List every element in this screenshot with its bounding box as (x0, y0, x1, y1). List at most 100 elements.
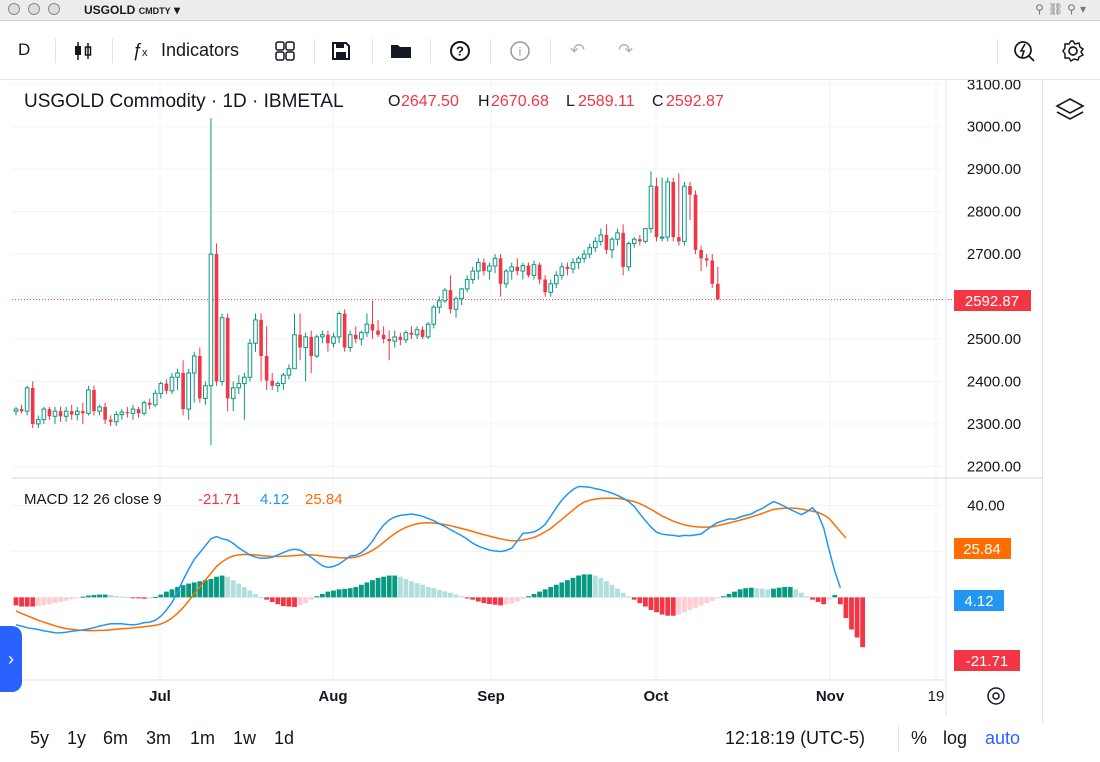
macd-histogram-bar (347, 588, 353, 598)
window-close-button[interactable] (8, 3, 20, 15)
candle-body (92, 389, 96, 412)
signal-badge-label: 25.84 (963, 541, 1001, 558)
range-1m[interactable]: 1m (190, 728, 216, 748)
macd-histogram-bar (815, 597, 821, 602)
candle-body (392, 336, 398, 342)
candle-body (403, 332, 409, 341)
hist-badge-label: -21.71 (966, 653, 1009, 670)
macd-histogram-bar (464, 597, 470, 599)
range-1d[interactable]: 1d (274, 728, 295, 748)
macd-histogram-bar (125, 596, 130, 598)
price-tick-label: 2700.00 (967, 246, 1021, 263)
chevron-right-icon: › (8, 649, 14, 669)
macd-histogram-bar (609, 584, 615, 598)
search-icon[interactable]: ⚲ (1035, 2, 1048, 16)
macd-histogram-bar (169, 589, 175, 598)
candle-body (164, 383, 169, 391)
macd-histogram-bar (810, 597, 815, 600)
candle-body (498, 258, 503, 284)
candle-body (119, 411, 125, 416)
auto-toggle[interactable]: auto (985, 728, 1021, 748)
macd-histogram-bar (503, 597, 509, 605)
candle-body (659, 236, 665, 239)
percent-toggle[interactable]: % (911, 728, 928, 748)
candle-body (515, 266, 520, 272)
candle-body (41, 408, 47, 421)
candle-body (381, 334, 386, 340)
candle-body (30, 387, 35, 424)
range-5y[interactable]: 5y (30, 728, 50, 748)
layout-grid-icon[interactable] (274, 21, 296, 79)
macd-legend-name[interactable]: MACD 12 26 close 9 (24, 491, 162, 508)
range-1w[interactable]: 1w (233, 728, 257, 748)
symbol-legend[interactable]: USGOLD Commodity · 1D · IBMETAL (24, 91, 344, 112)
candle-body (526, 265, 531, 276)
window-maximize-button[interactable] (48, 3, 60, 15)
macd-histogram-bar (409, 581, 414, 598)
chevron-down-icon[interactable]: ▾ (1079, 2, 1090, 16)
macd-histogram-bar (771, 588, 776, 598)
candle-body (631, 238, 637, 244)
candle-body (247, 342, 253, 378)
time-tick-label: 19 (928, 688, 945, 705)
candle-body (537, 264, 542, 280)
macd-histogram-bar (459, 596, 464, 598)
candle-body (298, 334, 302, 348)
macd-histogram-bar (520, 597, 526, 600)
candle-body (264, 355, 269, 381)
window-minimize-button[interactable] (28, 3, 40, 15)
folder-icon[interactable] (390, 21, 412, 79)
candle-body (52, 410, 58, 417)
macd-histogram-bar (626, 596, 632, 598)
candle-body (359, 332, 364, 340)
link-icon[interactable]: ⛓ (1047, 2, 1068, 16)
macd-histogram-bar (420, 584, 426, 598)
macd-badge (954, 590, 1004, 611)
candle-body (710, 260, 715, 284)
chart-axes: 3100.003000.002900.002800.002700.002600.… (12, 76, 1042, 723)
range-3m[interactable]: 3m (146, 728, 172, 748)
undo-icon[interactable]: ↶ (570, 40, 586, 60)
save-icon[interactable] (331, 21, 351, 79)
help-icon[interactable]: ? (449, 21, 471, 79)
symbol-selector[interactable]: USGOLD CMDTY ▾ (84, 3, 180, 17)
gear-icon[interactable] (1061, 21, 1085, 79)
macd-histogram-bar (676, 597, 682, 615)
candles-icon[interactable] (72, 21, 94, 79)
macd-legend-hist: -21.71 (198, 491, 241, 508)
price-tick-label: 2300.00 (967, 416, 1021, 433)
pin-icon[interactable]: ⚲ (1067, 2, 1080, 16)
chart-svg[interactable]: 3100.003000.002900.002800.002700.002600.… (0, 76, 1042, 723)
candle-body (364, 323, 370, 334)
macd-histogram-bar (548, 587, 554, 598)
macd-histogram-bar (559, 582, 565, 598)
indicators-button[interactable]: Indicators (161, 40, 240, 60)
interval-button[interactable]: D (18, 40, 31, 59)
axis-settings-icon[interactable] (987, 687, 1005, 705)
candle-body (643, 228, 648, 242)
macd-histogram-bar (448, 592, 453, 598)
chart-area[interactable]: 3100.003000.002900.002800.002700.002600.… (0, 76, 1100, 762)
candle-body (592, 240, 598, 249)
bottom-toolbar: 5y 1y 6m 3m 1m 1w 1d 12:18:19 (UTC-5) % … (0, 716, 1042, 762)
price-candles (12, 118, 952, 446)
macd-histogram-bar (537, 591, 542, 598)
log-toggle[interactable]: log (943, 728, 968, 748)
clock-timezone[interactable]: 12:18:19 (UTC-5) (725, 728, 866, 748)
macd-histogram-bar (19, 597, 24, 607)
alert-icon[interactable] (1012, 21, 1036, 79)
candle-body (598, 234, 604, 242)
candle-body (470, 270, 476, 281)
sidebar-expand-button[interactable]: › (0, 626, 22, 692)
range-6m[interactable]: 6m (103, 728, 129, 748)
macd-histogram-bar (358, 584, 364, 598)
indicators-icon[interactable]: ƒx (132, 40, 148, 60)
candle-body (716, 283, 720, 300)
candle-body (225, 317, 230, 399)
info-icon[interactable]: i (509, 21, 531, 79)
redo-icon[interactable]: ↷ (618, 40, 634, 60)
candle-body (13, 408, 19, 412)
range-1y[interactable]: 1y (67, 728, 87, 748)
candle-body (147, 402, 152, 405)
layers-icon[interactable] (1055, 96, 1085, 129)
